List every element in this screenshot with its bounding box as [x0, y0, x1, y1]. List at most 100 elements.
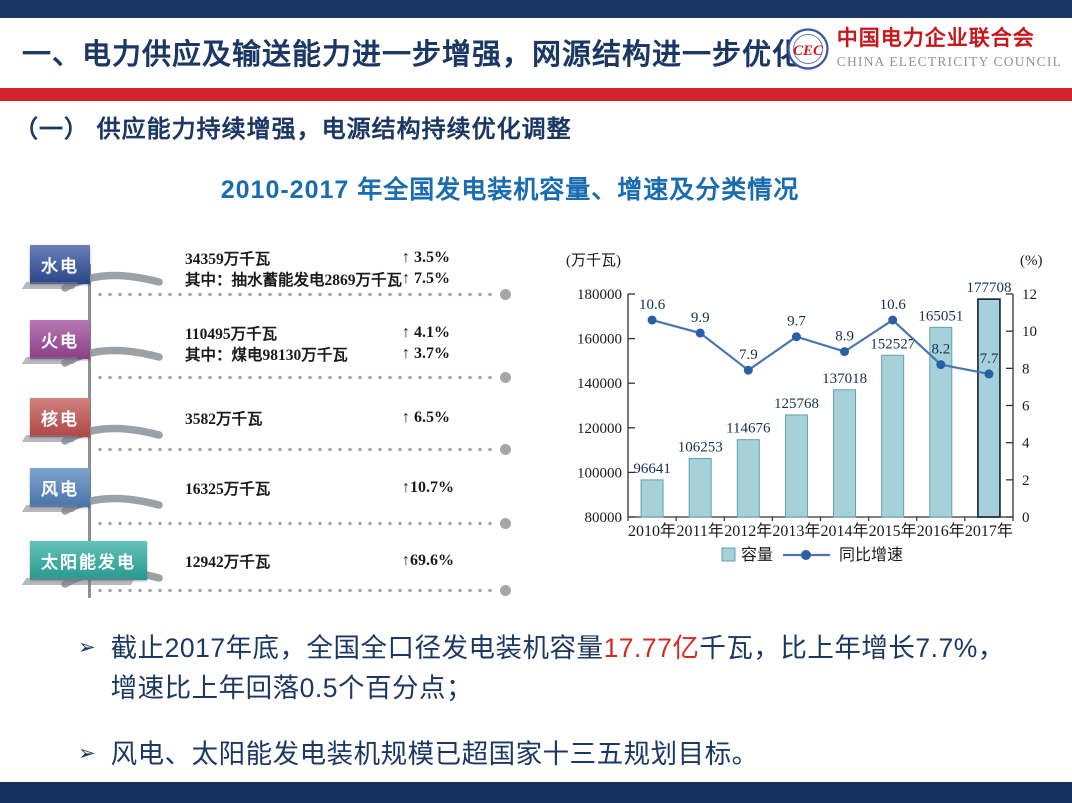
- growth-point: [695, 328, 705, 338]
- category-values: 12942万千瓦 ↑69.6%: [185, 550, 525, 571]
- capacity-bar: [688, 457, 712, 518]
- growth-point: [840, 347, 850, 357]
- section-subtitle: （一） 供应能力持续增强，电源结构持续优化调整: [14, 116, 572, 143]
- capacity-bar: [833, 389, 857, 518]
- breakdown-row: 风电 16325万千瓦 ↑10.7%: [25, 468, 530, 515]
- bullet-item-2: ➢ 风电、太阳能发电装机规模已超国家十三五规划目标。: [78, 734, 1018, 774]
- slide-header: 一、电力供应及输送能力进一步增强，网源结构进一步优化 CEC 中国电力企业联合会…: [0, 18, 1072, 88]
- breakdown-diagram: 水电 34359万千瓦 ↑ 3.5% 其中：抽水蓄能发电2869万千瓦 ↑ 7.5% 火电…: [25, 238, 530, 610]
- cec-logo-name-en: CHINA ELECTRICITY COUNCIL: [836, 54, 1062, 69]
- growth-point: [984, 369, 994, 379]
- breakdown-row: 核电 3582万千瓦 ↑ 6.5%: [25, 398, 530, 445]
- capacity-value: 16325万千瓦: [185, 480, 271, 498]
- capacity-bar: [736, 439, 760, 518]
- right-axis-label: 4: [1022, 436, 1030, 452]
- growth-point: [888, 315, 898, 325]
- capacity-value: 其中：抽水蓄能发电2869万千瓦: [185, 271, 403, 289]
- left-axis-label: 100000: [577, 465, 622, 481]
- cec-logo-text: 中国电力企业联合会 CHINA ELECTRICITY COUNCIL: [837, 24, 1062, 70]
- x-category-label: 2013年: [772, 522, 820, 540]
- growth-value-label: 9.9: [691, 310, 710, 326]
- capacity-bar: [784, 414, 808, 518]
- growth-rate-value: ↑ 6.5%: [402, 408, 450, 426]
- growth-point: [743, 365, 753, 375]
- bar-value-label: 125768: [774, 396, 819, 412]
- breakdown-row: 太阳能发电 12942万千瓦 ↑69.6%: [25, 541, 530, 588]
- dotted-separator: [95, 289, 511, 300]
- bullet-1-highlight: 17.77亿: [603, 633, 700, 663]
- right-axis-label: 10: [1022, 324, 1037, 340]
- category-values: 34359万千瓦 ↑ 3.5% 其中：抽水蓄能发电2869万千瓦 ↑ 7.5%: [185, 247, 525, 289]
- legend-capacity-swatch: [721, 547, 736, 562]
- bar-value-label: 114676: [726, 421, 771, 437]
- growth-value-label: 8.9: [835, 329, 854, 345]
- category-badge: 火电: [30, 320, 90, 359]
- bullet-1-post: 千瓦，比上年增长7.7%，: [699, 633, 1005, 663]
- right-axis-label: 0: [1022, 510, 1030, 526]
- bullet-arrow-icon: ➢: [78, 742, 96, 765]
- x-category-label: 2014年: [821, 522, 869, 540]
- capacity-value: 3582万千瓦: [185, 410, 263, 428]
- x-category-label: 2017年: [965, 522, 1013, 540]
- bullet-arrow-icon: ➢: [78, 636, 96, 659]
- legend-capacity-label: 容量: [741, 546, 773, 564]
- left-axis-label: 140000: [577, 376, 622, 392]
- growth-value-label: 9.7: [787, 314, 806, 330]
- legend-growth-label: 同比增速: [839, 546, 903, 564]
- chart-title: 2010-2017 年全国发电装机容量、增速及分类情况: [220, 176, 800, 204]
- growth-rate-value: ↑10.7%: [402, 478, 454, 496]
- growth-rate-value: ↑ 3.7%: [402, 344, 450, 362]
- growth-value-label: 10.6: [880, 297, 907, 313]
- growth-line: [651, 318, 990, 375]
- red-divider-bar: [0, 88, 1072, 101]
- right-axis-label: 2: [1022, 473, 1030, 489]
- growth-rate-value: ↑ 3.5%: [402, 248, 450, 266]
- capacity-bar: [929, 326, 953, 518]
- cec-logo-emblem-icon: CEC: [787, 28, 829, 70]
- category-badge: 水电: [30, 245, 90, 284]
- bullet-2-text: 风电、太阳能发电装机规模已超国家十三五规划目标。: [110, 739, 759, 769]
- cec-logo: CEC 中国电力企业联合会 CHINA ELECTRICITY COUNCIL: [787, 24, 1062, 70]
- right-axis-unit: (%): [1020, 253, 1043, 269]
- capacity-growth-chart: 80000 100000 120000 140000 160000 180000 0 2 4 6 8…: [566, 252, 1043, 564]
- capacity-bar: [977, 298, 1001, 518]
- svg-text:CEC: CEC: [793, 43, 824, 59]
- capacity-value: 其中：煤电98130万千瓦: [185, 346, 348, 364]
- x-category-label: 2012年: [724, 522, 772, 540]
- category-values: 16325万千瓦 ↑10.7%: [185, 477, 525, 498]
- bar-value-label: 96641: [633, 461, 671, 477]
- category-badge: 风电: [30, 468, 90, 507]
- dotted-separator: [95, 444, 511, 455]
- breakdown-row: 火电 110495万千瓦 ↑ 4.1% 其中：煤电98130万千瓦 ↑ 3.7%: [25, 320, 530, 367]
- chart-area: 80000 100000 120000 140000 160000 180000 0 2 4 6 8…: [558, 245, 1070, 580]
- left-axis-label: 120000: [577, 421, 622, 437]
- category-badge: 核电: [30, 398, 90, 437]
- bar-value-label: 137018: [822, 371, 867, 387]
- slide-title: 一、电力供应及输送能力进一步增强，网源结构进一步优化: [22, 39, 803, 71]
- left-axis-unit: (万千瓦): [566, 252, 621, 269]
- capacity-bar: [640, 479, 664, 518]
- left-axis-label: 160000: [577, 332, 622, 348]
- capacity-value: 34359万千瓦: [185, 250, 271, 268]
- left-axis-label: 80000: [585, 510, 623, 526]
- growth-value-label: 10.6: [639, 297, 666, 313]
- x-category-label: 2010年: [628, 522, 676, 540]
- bar-value-label: 165051: [918, 308, 963, 324]
- growth-point: [791, 332, 801, 342]
- right-axis-label: 12: [1022, 287, 1037, 303]
- growth-point: [647, 315, 657, 325]
- dotted-separator: [95, 372, 511, 383]
- capacity-value: 110495万千瓦: [185, 325, 278, 343]
- capacity-bar: [881, 354, 905, 518]
- right-axis-label: 8: [1022, 361, 1030, 377]
- cec-logo-name-cn: 中国电力企业联合会: [836, 27, 1035, 50]
- bullet-text-2: 风电、太阳能发电装机规模已超国家十三五规划目标。: [111, 734, 759, 774]
- bullet-item-1: ➢ 截止2017年底，全国全口径发电装机容量17.77亿千瓦，比上年增长7.7%…: [78, 628, 1018, 708]
- capacity-value: 12942万千瓦: [185, 553, 271, 571]
- dotted-separator: [95, 518, 511, 529]
- top-navy-bar: [0, 0, 1072, 18]
- category-values: 110495万千瓦 ↑ 4.1% 其中：煤电98130万千瓦 ↑ 3.7%: [185, 322, 525, 364]
- x-category-label: 2011年: [676, 522, 723, 540]
- bullet-1-pre: 截止2017年底，全国全口径发电装机容量: [110, 633, 604, 663]
